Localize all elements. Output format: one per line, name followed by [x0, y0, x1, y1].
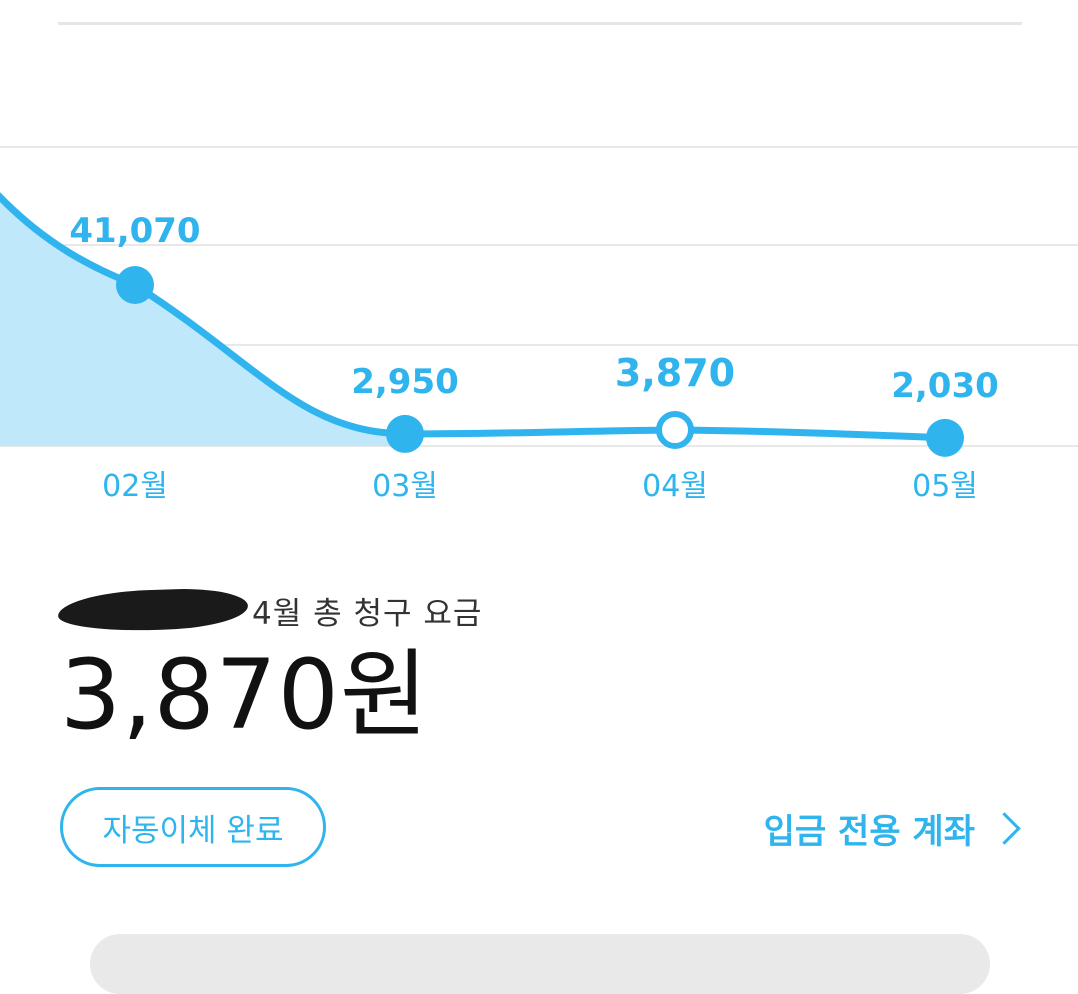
chart-value-label: 2,030 — [891, 366, 999, 406]
bottom-card — [90, 934, 990, 994]
chart-x-tick-label[interactable]: 02월 — [102, 469, 168, 504]
chart-x-tick-label[interactable]: 04월 — [642, 469, 708, 504]
autopay-status-label: 자동이체 완료 — [102, 812, 284, 849]
chart-value-label: 41,070 — [69, 211, 200, 251]
chart-point[interactable] — [116, 266, 154, 304]
chart-x-tick-label[interactable]: 03월 — [372, 469, 438, 504]
chart-x-tick-labels: 02월 03월 04월 05월 — [102, 469, 978, 504]
chart-point-selected[interactable] — [656, 411, 694, 449]
top-divider — [58, 22, 1022, 25]
chevron-right-icon — [988, 811, 1021, 845]
deposit-account-link[interactable]: 입금 전용 계좌 — [764, 800, 1022, 856]
chart-value-labels: 41,070 2,950 3,870 2,030 — [69, 211, 998, 406]
autopay-status-button[interactable]: 자동이체 완료 — [60, 787, 326, 867]
chart-value-label: 3,870 — [615, 351, 735, 395]
bill-caption-row: 4월 총 청구 요금 — [57, 585, 483, 635]
chart-x-tick-label[interactable]: 05월 — [912, 469, 978, 504]
chart-point[interactable] — [926, 418, 964, 457]
redaction-mark — [57, 586, 249, 634]
usage-chart: 41,070 2,950 3,870 2,030 02월 03월 04월 05월 — [0, 146, 1078, 504]
bill-amount: 3,870원 — [60, 639, 430, 751]
chart-points — [116, 266, 964, 457]
chart-area — [0, 197, 405, 446]
deposit-account-label: 입금 전용 계좌 — [763, 811, 975, 852]
chart-point[interactable] — [386, 414, 424, 453]
bill-caption: 4월 총 청구 요금 — [252, 595, 483, 632]
chart-value-label: 2,950 — [351, 362, 459, 402]
